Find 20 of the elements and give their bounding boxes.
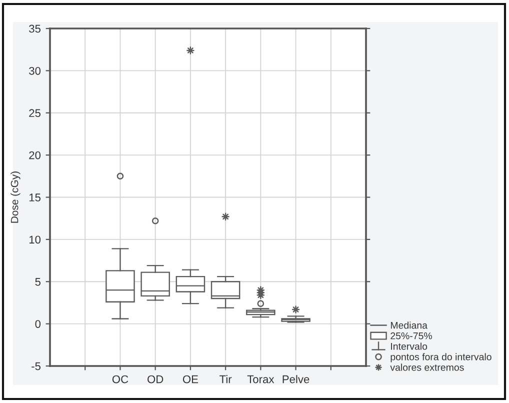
x-tick-label: Pelve: [282, 375, 310, 384]
y-tick-label: 5: [35, 278, 41, 286]
y-tick-label: 0: [35, 320, 41, 328]
x-tick-label: Tir: [220, 375, 232, 384]
y-tick-label: 25: [29, 109, 41, 118]
y-tick-label: -5: [32, 362, 41, 370]
x-tick-label: OE: [182, 375, 198, 384]
y-tick-label: 35: [29, 24, 41, 33]
x-tick-label: OD: [148, 375, 164, 384]
y-tick-label: 30: [29, 66, 41, 75]
x-tick-label: OC: [112, 375, 128, 384]
y-tick-label: 10: [29, 236, 41, 244]
text: Mediana: [390, 322, 428, 329]
text: Intervalo: [391, 342, 428, 350]
text: 25%-75%: [390, 332, 432, 340]
y-axis-title: Dose (cGy): [10, 172, 20, 223]
y-tick-label: 20: [29, 151, 41, 160]
x-tick-label: Torax: [247, 375, 274, 384]
legend-label: pontos fora do intervalo: [390, 353, 492, 362]
y-tick-label: 15: [29, 194, 41, 202]
